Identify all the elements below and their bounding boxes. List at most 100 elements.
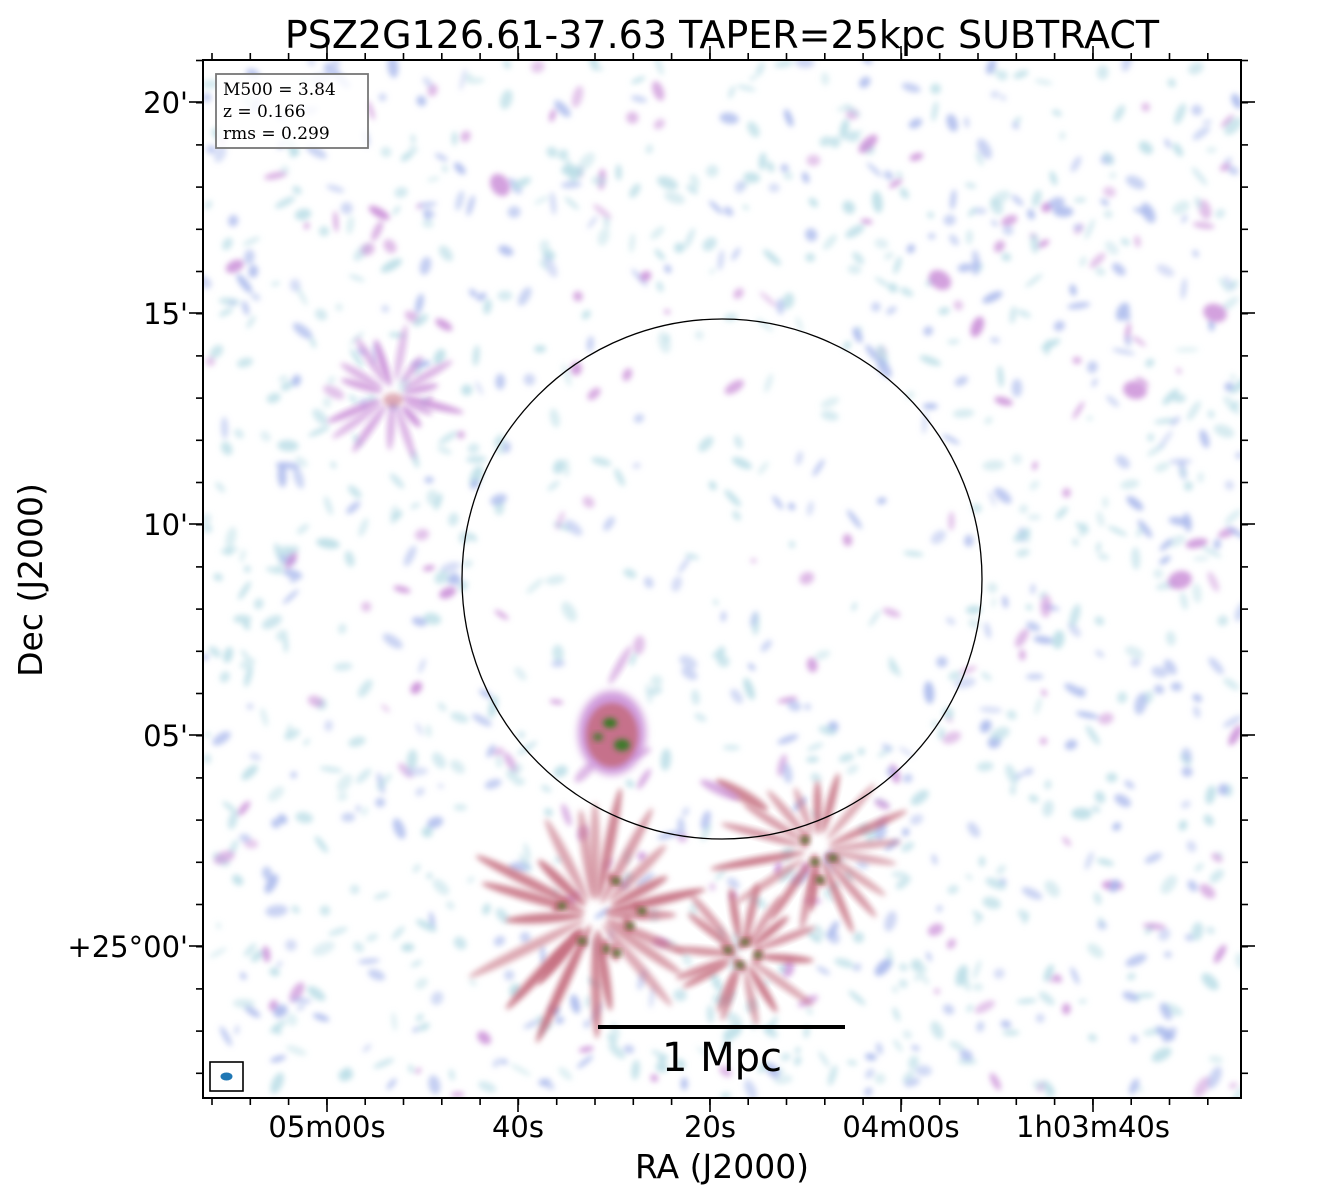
artifact-ray	[468, 919, 585, 978]
noise-speckle	[603, 215, 610, 229]
noise-speckle	[1084, 218, 1095, 240]
noise-speckle	[980, 672, 992, 681]
noise-speckle	[223, 646, 234, 663]
noise-speckle	[787, 700, 802, 712]
noise-speckle	[874, 276, 891, 288]
noise-speckle	[552, 459, 565, 474]
noise-speckle	[1124, 335, 1132, 347]
compact-source-body	[586, 703, 638, 767]
noise-speckle	[432, 752, 446, 769]
noise-speckle	[1059, 131, 1066, 140]
noise-speckle	[902, 827, 910, 837]
noise-speckle	[847, 264, 862, 275]
artifact-ray	[608, 845, 667, 902]
noise-speckle	[1228, 725, 1241, 746]
faint-ray	[352, 405, 387, 453]
noise-speckle	[728, 951, 737, 971]
noise-speckle	[438, 431, 458, 445]
noise-speckle	[813, 924, 823, 934]
noise-speckle	[987, 582, 998, 593]
noise-speckle	[1000, 1020, 1012, 1029]
noise-speckle	[1029, 480, 1040, 491]
noise-speckle	[449, 573, 461, 585]
noise-speckle	[1192, 126, 1211, 141]
noise-speckle	[539, 259, 548, 270]
noise-speckle	[1168, 458, 1193, 465]
noise-speckle	[571, 85, 584, 108]
noise-speckle	[1131, 547, 1141, 570]
noise-speckle	[936, 905, 943, 912]
noise-speckle	[631, 1059, 640, 1080]
noise-speckle	[1207, 410, 1215, 419]
noise-speckle	[475, 381, 484, 395]
noise-speckle	[901, 841, 915, 852]
artifact-ray	[766, 790, 808, 838]
noise-speckle	[405, 767, 429, 776]
noise-speckle	[1181, 766, 1193, 777]
noise-speckle	[1041, 689, 1047, 697]
noise-speckle	[733, 288, 744, 299]
noise-speckle	[1199, 429, 1210, 449]
noise-speckle	[471, 713, 492, 727]
noise-speckle	[896, 171, 903, 179]
bright-knot-core	[736, 962, 744, 968]
noise-speckle	[303, 738, 310, 746]
noise-speckle	[275, 461, 300, 470]
noise-speckle	[843, 340, 851, 351]
noise-speckle	[562, 363, 572, 387]
artifact-ray	[611, 876, 668, 907]
noise-speckle	[1191, 922, 1204, 941]
noise-speckle	[814, 650, 831, 660]
r500-circle	[461, 318, 983, 840]
noise-speckle	[966, 1004, 974, 1013]
noise-speckle	[731, 456, 753, 470]
noise-speckle	[696, 1046, 712, 1059]
noise-speckle	[778, 964, 786, 974]
noise-speckle	[766, 1016, 778, 1034]
noise-speckle	[262, 866, 273, 881]
noise-speckle	[437, 702, 447, 712]
noise-speckle	[758, 152, 767, 171]
noise-speckle	[462, 559, 473, 568]
bright-knot-core	[801, 837, 809, 843]
noise-speckle	[1158, 928, 1171, 941]
bright-knot-core	[724, 947, 732, 953]
artifact-ray	[545, 818, 589, 902]
noise-speckle	[993, 968, 1005, 979]
noise-speckle	[353, 941, 365, 953]
noise-speckle	[1163, 659, 1177, 675]
noise-speckle	[460, 130, 471, 143]
noise-speckle	[888, 660, 898, 675]
noise-speckle	[1106, 772, 1118, 783]
noise-speckle	[292, 186, 302, 195]
noise-speckle	[1202, 119, 1213, 125]
noise-speckle	[1096, 858, 1115, 866]
noise-speckle	[965, 229, 973, 245]
noise-speckle	[410, 502, 421, 509]
noise-speckle	[392, 510, 403, 521]
noise-speckle	[296, 286, 308, 306]
noise-speckle	[946, 938, 956, 949]
noise-speckle	[784, 109, 794, 127]
noise-speckle	[1174, 103, 1187, 125]
noise-speckle	[1217, 783, 1229, 796]
noise-speckle	[386, 1078, 397, 1090]
noise-speckle	[347, 485, 362, 499]
noise-speckle	[842, 533, 853, 547]
noise-speckle	[943, 214, 956, 226]
noise-speckle	[394, 187, 408, 198]
noise-speckle	[413, 313, 429, 327]
noise-speckle	[942, 731, 962, 744]
noise-speckle	[1194, 1076, 1211, 1098]
noise-speckle	[279, 545, 291, 557]
noise-speckle	[500, 89, 513, 110]
faint-ray	[355, 337, 386, 384]
noise-speckle	[820, 410, 839, 421]
noise-speckle	[1025, 673, 1044, 680]
noise-speckle	[418, 1022, 430, 1032]
noise-speckle	[806, 1007, 813, 1015]
pink-patch	[1168, 570, 1192, 590]
noise-speckle	[1191, 166, 1208, 186]
noise-speckle	[972, 910, 984, 920]
noise-speckle	[554, 1016, 565, 1025]
